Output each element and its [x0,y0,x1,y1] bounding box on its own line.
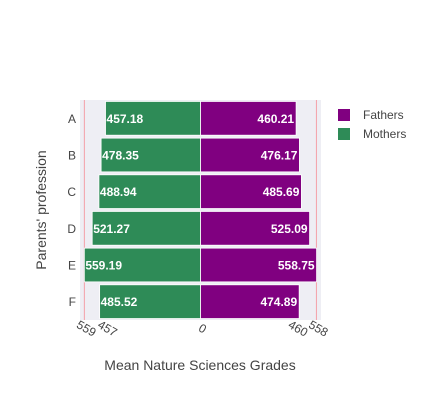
bar-labels: 460.21 476.17 485.69 525.09 558.75 474.89 457.… [85,112,315,309]
bar-label-mothers-A: 457.18 [107,112,144,126]
bar-mothers-D[interactable] [91,211,201,246]
bar-label-fathers-C: 485.69 [263,185,300,199]
y-axis-title: Parents' profession [33,150,49,269]
bar-fathers-E[interactable] [200,247,317,283]
bar-mothers-B[interactable] [100,137,201,173]
bar-label-mothers-B: 478.35 [102,149,139,163]
legend-label-mothers[interactable]: Mothers [363,127,406,141]
y-tick-label-D: D [67,222,76,236]
bar-label-mothers-F: 485.52 [101,295,138,309]
y-tick-label-A: A [68,112,76,126]
bar-label-fathers-A: 460.21 [257,112,294,126]
bar-label-mothers-D: 521.27 [93,222,130,236]
y-tick-label-F: F [69,295,76,309]
x-tick-label-4: 558 [306,317,331,339]
bar-fathers-A[interactable] [200,101,297,136]
bar-label-mothers-C: 488.94 [100,185,137,199]
bar-mothers-E[interactable] [83,247,201,283]
y-tick-labels: A B C D E F [67,112,76,309]
y-tick-label-C: C [67,185,76,199]
legend-swatch-fathers[interactable] [338,109,350,121]
legend[interactable]: Fathers Mothers [338,108,406,141]
legend-label-fathers[interactable]: Fathers [363,108,404,122]
y-tick-label-E: E [68,259,76,273]
bar-fathers-D[interactable] [200,211,310,246]
bar-label-fathers-B: 476.17 [261,149,298,163]
bar-label-fathers-F: 474.89 [260,295,297,309]
legend-swatch-mothers[interactable] [338,128,350,140]
reference-lines [83,100,317,320]
bar-mothers-A[interactable] [105,101,201,136]
bar-mothers-C[interactable] [98,174,201,209]
plot-background [80,100,321,320]
bar-label-fathers-D: 525.09 [271,222,308,236]
bar-label-fathers-E: 558.75 [278,259,315,273]
y-tick-label-B: B [68,149,76,163]
bar-fathers-F[interactable] [200,284,300,319]
x-tick-label-1: 457 [95,317,120,339]
x-axis-title: Mean Nature Sciences Grades [104,357,295,373]
bar-label-mothers-E: 559.19 [85,259,122,273]
bars [83,101,317,319]
x-tick-label-2: 0 [196,321,209,337]
bar-mothers-F[interactable] [99,284,201,319]
bar-fathers-C[interactable] [200,174,302,209]
